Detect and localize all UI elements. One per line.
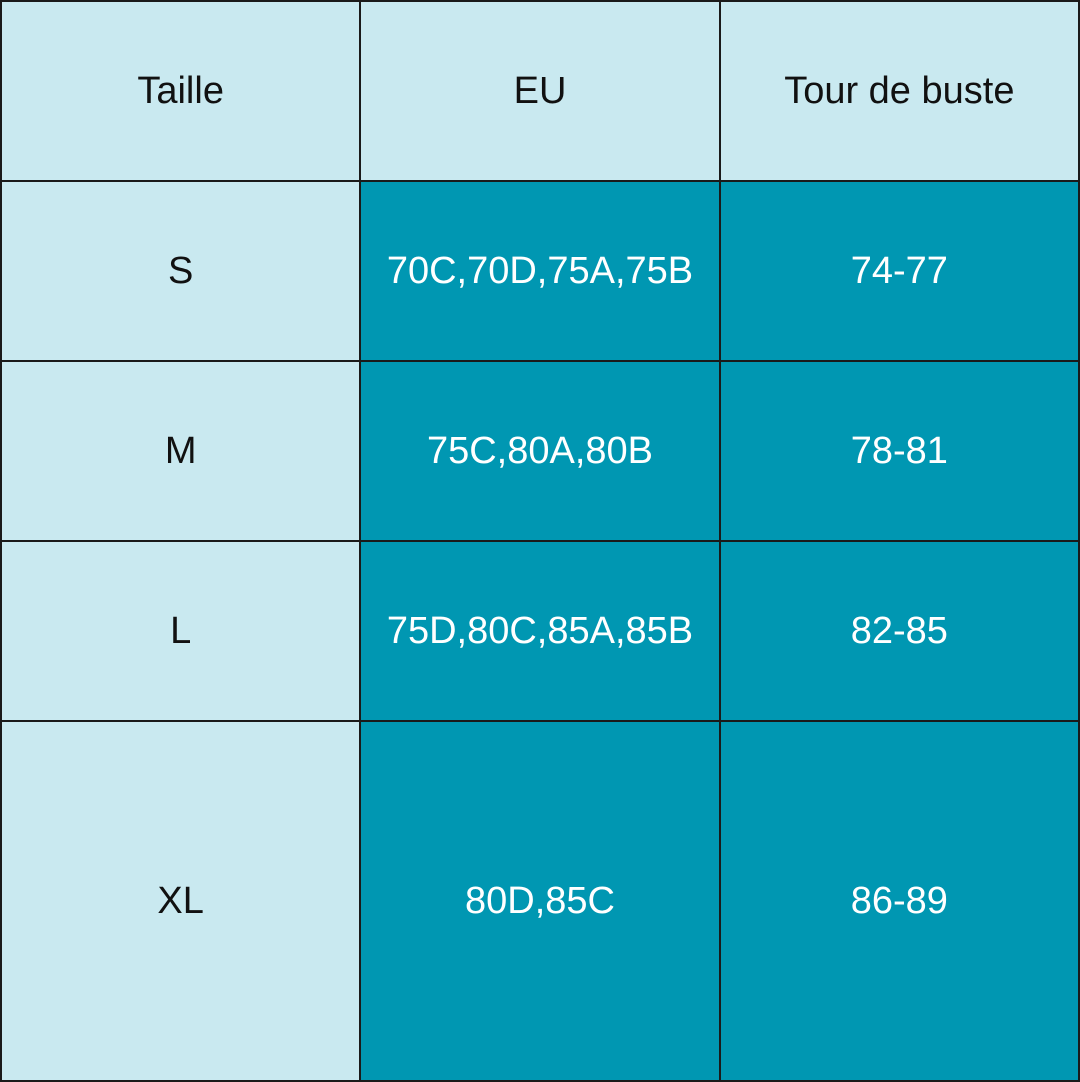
eu-cell: 75D,80C,85A,85B [359,540,721,722]
size-cell: M [0,360,362,542]
table-row: M 75C,80A,80B 78-81 [0,360,1080,542]
table-row: XL 80D,85C 86-89 [0,720,1080,1082]
header-tour-de-buste: Tour de buste [718,0,1080,182]
eu-cell: 75C,80A,80B [359,360,721,542]
eu-cell: 80D,85C [359,720,721,1082]
bust-cell: 78-81 [718,360,1080,542]
table-row: S 70C,70D,75A,75B 74-77 [0,180,1080,362]
bust-cell: 86-89 [718,720,1080,1082]
header-row: Taille EU Tour de buste [0,0,1080,182]
size-cell: L [0,540,362,722]
header-eu: EU [359,0,721,182]
bust-cell: 82-85 [718,540,1080,722]
size-cell: XL [0,720,362,1082]
table-row: L 75D,80C,85A,85B 82-85 [0,540,1080,722]
eu-cell: 70C,70D,75A,75B [359,180,721,362]
header-taille: Taille [0,0,362,182]
size-cell: S [0,180,362,362]
bust-cell: 74-77 [718,180,1080,362]
